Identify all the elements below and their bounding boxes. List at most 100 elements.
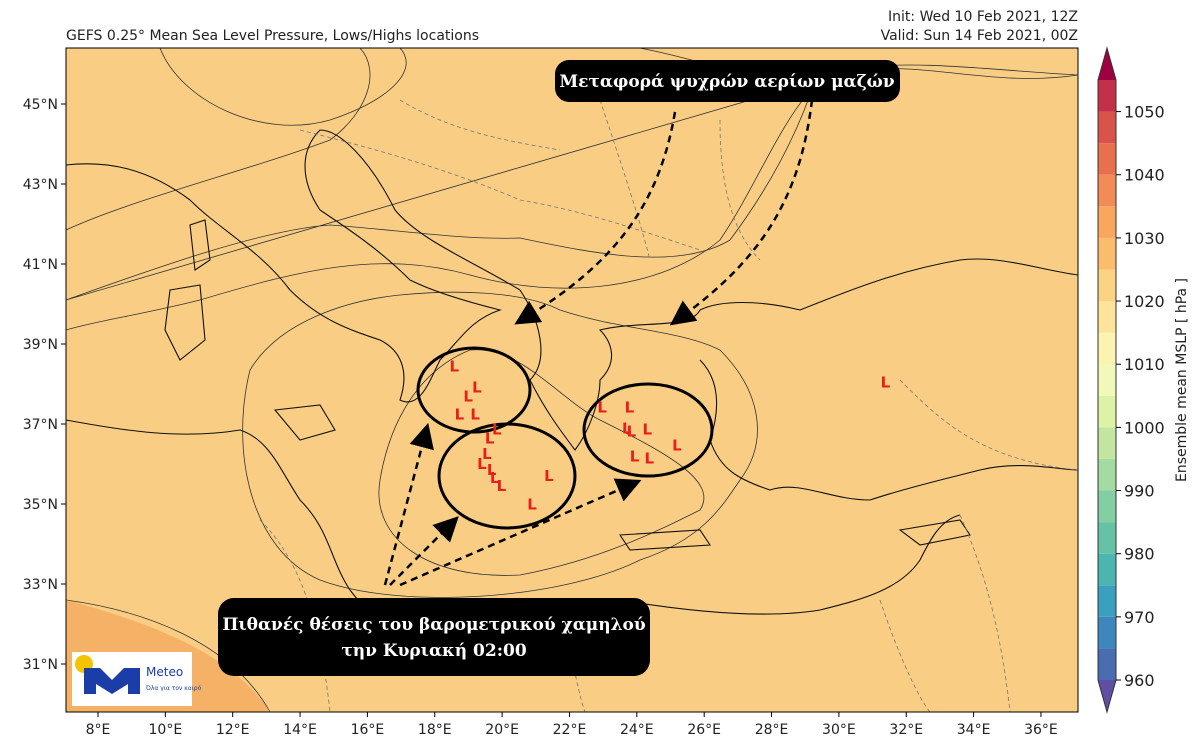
- low-marker: L: [482, 445, 492, 463]
- low-marker: L: [477, 455, 487, 473]
- colorbar-band: [1098, 585, 1116, 617]
- valid-time: Valid: Sun 14 Feb 2021, 00Z: [881, 28, 1078, 44]
- contour-line: [66, 599, 271, 712]
- island-sicily: [273, 404, 336, 441]
- colorbar-band: [1098, 206, 1116, 238]
- colorbar-tick-label: 1040: [1124, 166, 1165, 185]
- island-cyprus: [898, 519, 971, 546]
- low-marker: L: [450, 358, 460, 376]
- low-cluster-ring: [437, 422, 577, 530]
- low-marker: L: [472, 378, 482, 396]
- x-tick-label: 10°E: [149, 722, 183, 738]
- y-tick-label: 33°N: [23, 577, 58, 593]
- colorbar-band: [1098, 237, 1116, 270]
- low-marker: L: [487, 461, 497, 479]
- colorbar-band: [1098, 332, 1116, 365]
- coastline: [519, 258, 1078, 451]
- x-tick-label: 34°E: [957, 722, 991, 738]
- low-marker: L: [622, 420, 632, 438]
- low-marker: L: [455, 406, 465, 424]
- x-tick-label: 26°E: [687, 722, 721, 738]
- x-tick-label: 24°E: [620, 722, 654, 738]
- low-marker: L: [470, 406, 480, 424]
- colorbar-tick-label: 960: [1124, 671, 1155, 690]
- x-tick-label: 16°E: [351, 722, 385, 738]
- logo-tagline: Όλα για τον καιρό: [145, 685, 202, 692]
- colorbar-band: [1098, 553, 1116, 586]
- y-tick-label: 43°N: [23, 177, 58, 193]
- x-tick-label: 32°E: [889, 722, 923, 738]
- y-tick-label: 41°N: [23, 257, 58, 273]
- colorbar-tick-label: 970: [1124, 608, 1155, 627]
- x-tick-label: 12°E: [216, 722, 250, 738]
- y-tick-label: 35°N: [23, 497, 58, 513]
- x-tick-label: 28°E: [755, 722, 789, 738]
- colorbar-tick-label: 1020: [1124, 292, 1165, 311]
- low-marker: L: [492, 420, 502, 438]
- low-marker: L: [642, 420, 652, 438]
- low-marker: L: [490, 469, 500, 487]
- low-marker: L: [544, 467, 554, 485]
- colorbar-band: [1098, 648, 1116, 680]
- pressure-band: [242, 291, 758, 598]
- colorbar-band: [1098, 301, 1116, 333]
- init-time: Init: Wed 10 Feb 2021, 12Z: [888, 9, 1078, 25]
- x-tick-label: 20°E: [485, 722, 519, 738]
- y-tick-label: 45°N: [23, 97, 58, 113]
- colorbar-band: [1098, 143, 1116, 175]
- low-cluster-ring: [582, 382, 714, 478]
- map-title: GEFS 0.25° Mean Sea Level Pressure, Lows…: [66, 28, 479, 44]
- island-corsica: [189, 219, 211, 271]
- colorbar-tick-label: 1050: [1124, 103, 1165, 122]
- annotation-box: [218, 598, 650, 676]
- colorbar-band: [1098, 269, 1116, 302]
- low-marker: L: [672, 436, 682, 454]
- arrow: [514, 111, 677, 325]
- colorbar-band: [1098, 616, 1116, 649]
- low-marker: L: [463, 388, 473, 406]
- colorbar-band: [1098, 364, 1116, 396]
- colorbar: 960 970 980 990 1000 1010 1020 1030 1040 1050: [1097, 46, 1165, 714]
- x-tick-label: 30°E: [822, 722, 856, 738]
- colorbar-band: [1098, 427, 1116, 459]
- logo-mark: [84, 668, 140, 694]
- island-sardinia: [164, 284, 206, 361]
- colorbar-band: [1098, 111, 1116, 144]
- colorbar-tick-label: 990: [1124, 482, 1155, 501]
- colorbar-band: [1098, 174, 1116, 207]
- y-tick-label: 31°N: [23, 657, 58, 673]
- y-tick-label: 37°N: [23, 417, 58, 433]
- colorbar-tick-label: 1030: [1124, 229, 1165, 248]
- colorbar-band: [1098, 522, 1116, 554]
- pressure-band: [378, 349, 705, 576]
- x-tick-label: 14°E: [283, 722, 317, 738]
- x-tick-label: 8°E: [86, 722, 111, 738]
- annotation: Πιθανές θέσεις του βαρομετρικού χαμηλού: [222, 615, 646, 635]
- x-tick-label: 22°E: [553, 722, 587, 738]
- colorbar-band: [1098, 80, 1116, 112]
- colorbar-band: [1098, 395, 1116, 428]
- y-tick-label: 39°N: [23, 337, 58, 353]
- arrow: [389, 516, 459, 586]
- x-tick-label: 36°E: [1024, 722, 1058, 738]
- low-marker: L: [527, 496, 537, 514]
- annotation: Μεταφορά ψυχρών αερίων μαζών: [559, 72, 895, 92]
- annotation-box: [555, 60, 900, 102]
- pressure-band: [159, 48, 407, 126]
- colorbar-under: [1098, 680, 1116, 712]
- low-marker: L: [485, 430, 495, 448]
- low-marker: L: [627, 422, 637, 440]
- colorbar-label: Ensemble mean MSLP [ hPa ]: [1174, 278, 1190, 482]
- arrow: [669, 99, 814, 326]
- low-marker: L: [645, 450, 655, 468]
- low-marker: L: [597, 398, 607, 416]
- arrow: [383, 422, 434, 586]
- x-tick-label: 18°E: [418, 722, 452, 738]
- low-marker: L: [625, 398, 635, 416]
- arrow: [399, 478, 642, 587]
- low-marker: L: [630, 448, 640, 466]
- low-marker: L: [881, 374, 891, 392]
- annotation: την Κυριακή 02:00: [341, 641, 526, 661]
